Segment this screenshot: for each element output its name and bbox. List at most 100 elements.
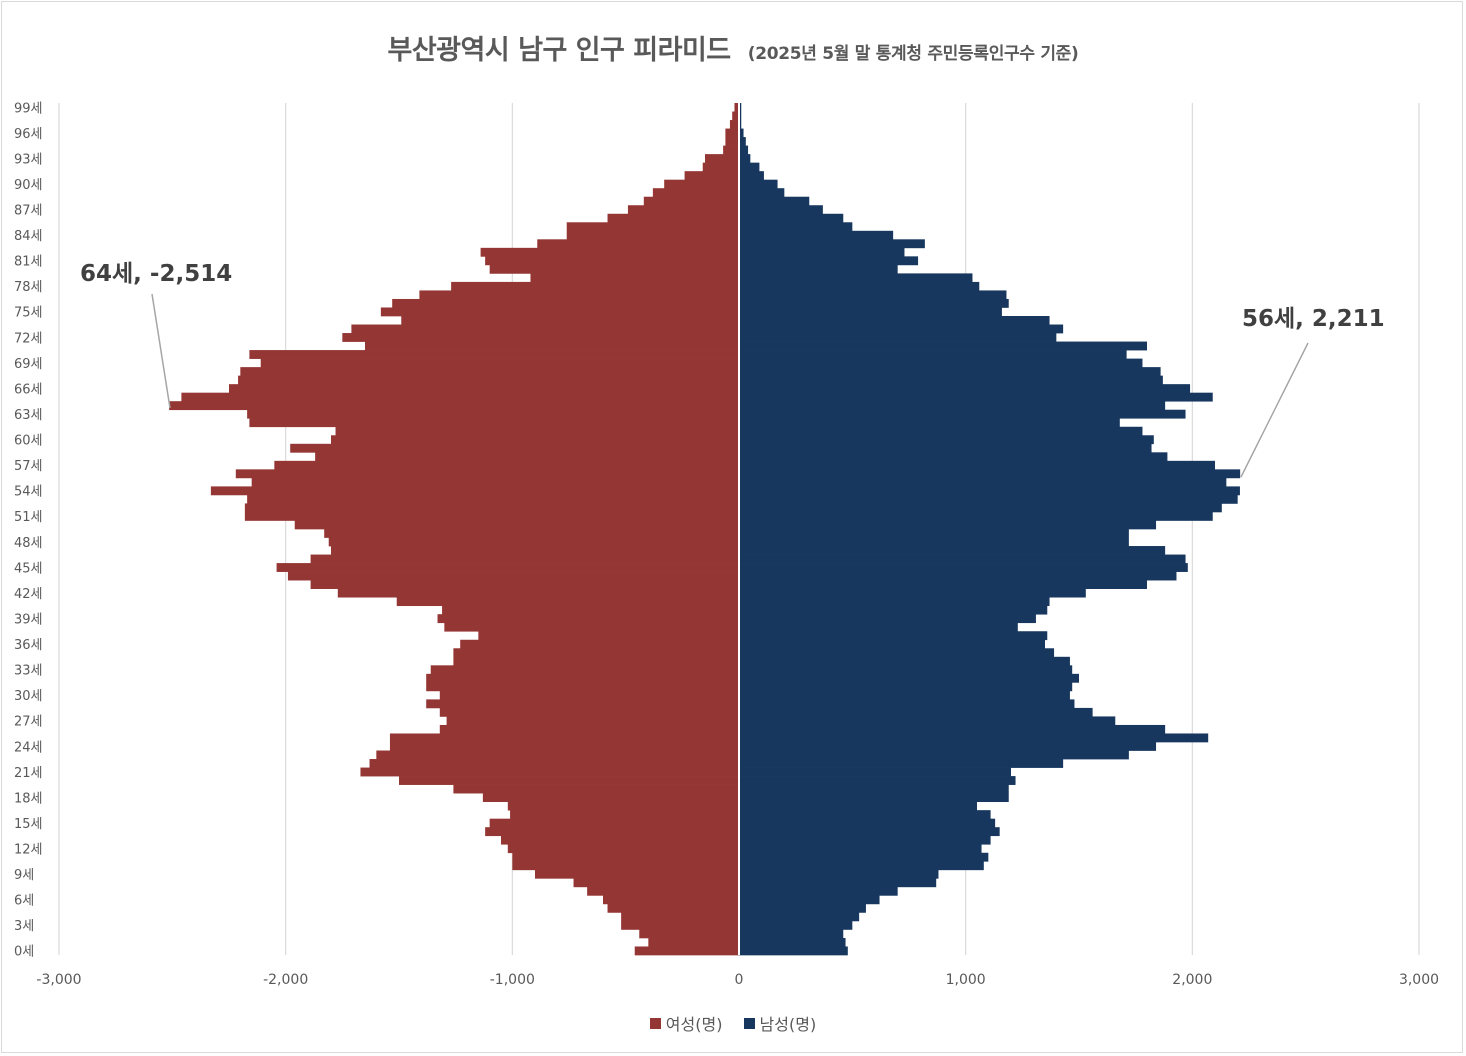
bar-female-age-68	[240, 367, 740, 376]
bar-male-age-83	[739, 239, 925, 249]
y-tick-label-90: 90세	[14, 178, 43, 193]
bar-male-age-31	[739, 682, 1073, 692]
legend-label-female: 여성(명)	[665, 1015, 723, 1034]
bar-male-age-8	[739, 878, 937, 888]
bar-male-age-37	[739, 631, 1048, 641]
bar-female-age-59	[290, 443, 739, 453]
bar-female-age-72	[342, 333, 739, 342]
bar-male-age-21	[739, 767, 1011, 777]
bar-female-age-31	[426, 682, 739, 692]
bar-female-age-26	[439, 724, 739, 734]
bar-male-age-2	[739, 929, 844, 939]
bar-male-age-80	[739, 264, 898, 274]
bar-female-age-38	[444, 622, 739, 632]
bar-male-age-62	[739, 418, 1120, 428]
y-tick-label-18: 18세	[14, 791, 43, 806]
legend-swatch-male	[743, 1017, 755, 1029]
bar-male-age-26	[739, 724, 1166, 734]
bar-female-age-29	[426, 699, 739, 709]
bar-female-age-41	[396, 597, 739, 607]
bar-male-age-81	[739, 256, 919, 266]
bar-female-age-46	[310, 554, 739, 564]
bar-female-age-61	[335, 426, 739, 436]
bars-layer	[169, 103, 1241, 956]
bar-male-age-88	[739, 196, 810, 206]
y-tick-label-99: 99세	[14, 101, 43, 116]
bar-female-age-76	[392, 298, 739, 308]
bar-male-age-18	[739, 793, 1009, 802]
annotation-layer: 64세, -2,514 56세, 2,211	[80, 261, 1385, 478]
bar-male-age-11	[739, 852, 989, 862]
bar-male-age-50	[739, 520, 1157, 530]
bar-male-age-32	[739, 673, 1079, 683]
bar-male-age-6	[739, 895, 880, 905]
bar-male-age-84	[739, 230, 894, 240]
legend-item-male: 남성(명)	[743, 1011, 816, 1035]
bar-female-age-14	[485, 827, 739, 837]
bar-male-age-22	[739, 759, 1064, 768]
bar-male-age-73	[739, 324, 1064, 334]
bar-female-age-12	[507, 844, 739, 854]
bar-female-age-8	[573, 878, 739, 888]
bar-female-age-21	[360, 767, 739, 777]
bar-female-age-1	[648, 937, 739, 947]
bar-female-age-37	[478, 631, 739, 641]
bar-female-age-48	[328, 537, 739, 547]
y-tick-label-72: 72세	[14, 331, 43, 346]
bar-female-age-51	[244, 511, 739, 521]
bar-female-age-32	[426, 673, 739, 683]
y-tick-label-12: 12세	[14, 843, 43, 858]
bar-female-age-23	[376, 750, 739, 760]
bar-female-age-19	[453, 784, 739, 794]
y-tick-label-24: 24세	[14, 740, 43, 755]
y-tick-label-51: 51세	[14, 510, 43, 525]
y-tick-label-78: 78세	[14, 280, 43, 295]
bar-female-age-75	[380, 307, 739, 317]
bar-male-age-43	[739, 580, 1147, 589]
bar-male-age-79	[739, 273, 973, 283]
bar-female-age-53	[247, 494, 739, 504]
bar-female-age-83	[537, 239, 739, 249]
bar-female-age-24	[389, 742, 739, 751]
bar-male-age-64	[739, 401, 1166, 411]
annotation-leader-female	[151, 293, 171, 409]
bar-female-age-58	[315, 452, 739, 462]
bar-male-age-24	[739, 742, 1157, 751]
y-tick-label-30: 30세	[14, 689, 43, 704]
bar-female-age-79	[530, 273, 739, 283]
bar-male-age-1	[739, 937, 846, 947]
bar-female-age-91	[684, 171, 739, 181]
bar-male-age-40	[739, 605, 1048, 615]
bar-male-age-65	[739, 392, 1213, 402]
bar-female-age-20	[399, 776, 739, 785]
annotation-male-peak: 56세, 2,211	[1242, 306, 1385, 332]
bar-female-age-85	[566, 222, 739, 232]
x-tick-label-4: 1,000	[946, 972, 986, 988]
bar-female-age-49	[324, 529, 739, 538]
bar-male-age-0	[739, 946, 848, 956]
bar-male-age-85	[739, 222, 853, 232]
bar-male-age-66	[739, 384, 1191, 394]
y-tick-label-39: 39세	[14, 612, 43, 627]
bar-female-age-55	[251, 477, 739, 487]
bar-male-age-23	[739, 750, 1129, 760]
bar-female-age-73	[351, 324, 739, 334]
bar-male-age-74	[739, 316, 1050, 325]
bar-male-age-15	[739, 818, 996, 828]
x-tick-label-0: -3,000	[36, 972, 81, 988]
bar-male-age-20	[739, 776, 1016, 785]
bar-male-age-76	[739, 298, 1009, 308]
bar-female-age-6	[603, 895, 739, 905]
bar-male-age-56	[739, 469, 1241, 479]
y-tick-label-93: 93세	[14, 152, 43, 167]
bar-male-age-95	[739, 137, 746, 146]
y-tick-label-0: 0세	[14, 945, 34, 960]
bar-male-age-60	[739, 435, 1154, 445]
bar-male-age-97	[739, 120, 742, 129]
bar-male-age-91	[739, 171, 764, 181]
chart-legend: 여성(명) 남성(명)	[0, 1011, 1466, 1035]
y-tick-label-69: 69세	[14, 357, 43, 372]
bar-female-age-33	[430, 665, 739, 675]
bar-male-age-34	[739, 656, 1070, 666]
